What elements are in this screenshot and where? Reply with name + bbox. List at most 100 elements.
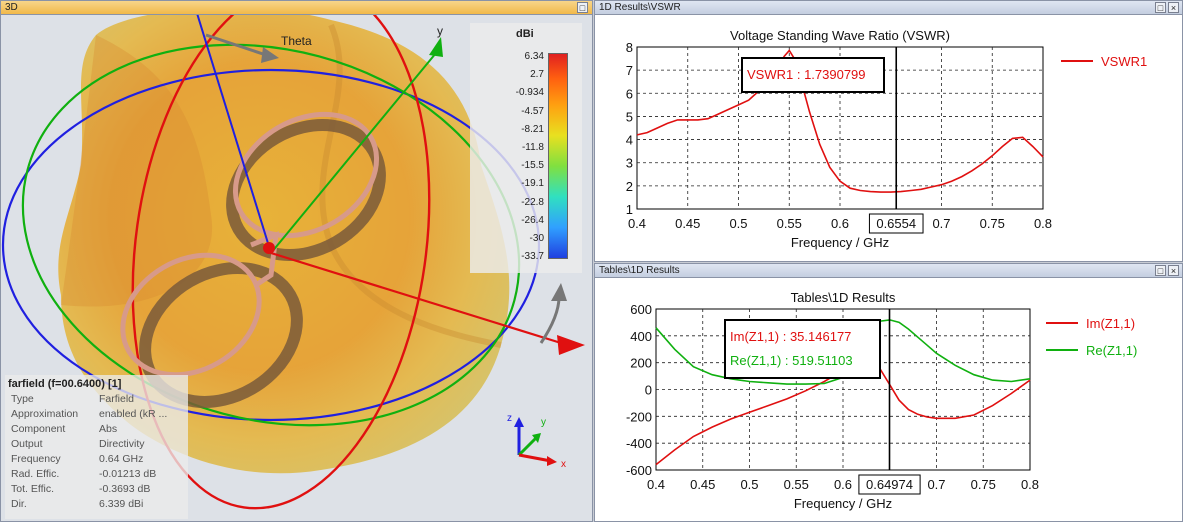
info-row: Tot. Effic. -0.3693 dB <box>5 482 188 497</box>
info-row: Rad. Effic. -0.01213 dB <box>5 467 188 482</box>
scale-tick-label: -19.1 <box>521 178 544 190</box>
y-tick-label: 5 <box>626 109 633 124</box>
info-value: Farfield <box>99 393 135 405</box>
maximize-icon[interactable]: □ <box>1155 2 1166 13</box>
info-value: -0.3693 dB <box>99 483 151 495</box>
x-tick-label: 0.6 <box>834 477 852 492</box>
info-row: Output Directivity <box>5 437 188 452</box>
y-tick-label: 400 <box>630 329 652 344</box>
marker-x-box <box>868 213 924 234</box>
vswr-result-pane[interactable]: 1D Results\VSWR □ × Voltage Standing Wav… <box>594 0 1183 262</box>
info-row: Type Farfield <box>5 392 188 407</box>
y-tick-label: -400 <box>626 436 652 451</box>
chart-title: Voltage Standing Wave Ratio (VSWR) <box>730 28 950 43</box>
scale-tick-label: -30 <box>529 233 544 244</box>
farfield-3d-plot[interactable]: y Theta z y x <box>1 15 593 522</box>
antenna-structure <box>120 111 386 408</box>
x-tick-label: 0.4 <box>628 216 646 231</box>
legend-label: Re(Z1,1) <box>1086 343 1137 358</box>
info-row: Dir. 6.339 dBi <box>5 497 188 512</box>
scale-tick-label: -26.4 <box>521 214 544 226</box>
axis-triad: z y x <box>507 413 566 470</box>
scale-unit: dBi <box>516 28 534 40</box>
x-axis-label: Frequency / GHz <box>791 235 889 250</box>
color-scale-legend: dBi 6.34 2.7 -0.934 -4.57 -8.21 -11.8 -15.5 -19… <box>470 23 582 273</box>
info-key: Approximation <box>11 408 79 420</box>
view-3d-pane[interactable]: 3D □ y <box>0 0 593 522</box>
info-value: Directivity <box>99 438 145 450</box>
x-tick-label: 0.4 <box>647 477 665 492</box>
close-icon[interactable]: × <box>1168 2 1179 13</box>
chart-title: Tables\1D Results <box>791 290 896 305</box>
x-tick-label: 0.55 <box>784 477 809 492</box>
scale-tick-label: -33.7 <box>521 251 544 263</box>
info-row: Component Abs <box>5 422 188 437</box>
y-tick-label: -200 <box>626 409 652 424</box>
info-value: 6.339 dBi <box>99 498 144 510</box>
y-tick-label: 0 <box>645 383 652 398</box>
legend-label: Im(Z1,1) <box>1086 316 1135 331</box>
tables-pane-title: Tables\1D Results <box>599 265 680 276</box>
y-tick-label: 600 <box>630 302 652 317</box>
marker-x-label: 0.64974 <box>866 477 913 492</box>
info-key: Type <box>11 393 34 405</box>
maximize-icon[interactable]: □ <box>1155 265 1166 276</box>
svg-text:z: z <box>507 413 512 424</box>
phi-circle-green <box>21 43 521 427</box>
marker-readout: Re(Z1,1) : 519.51103 <box>730 353 853 368</box>
y-axis-line <box>270 52 437 254</box>
view-3d-titlebar[interactable]: 3D □ <box>1 1 592 15</box>
y-tick-label: 7 <box>626 63 633 78</box>
view-3d-title: 3D <box>5 2 18 13</box>
info-value: Abs <box>99 423 118 435</box>
marker-readout: VSWR1 : 1.7390799 <box>747 67 866 82</box>
vswr-chart[interactable]: Voltage Standing Wave Ratio (VSWR) 0.4 0.4… <box>595 15 1183 262</box>
info-key: Frequency <box>11 453 61 465</box>
impedance-chart[interactable]: Tables\1D Results 0.4 0.45 0.5 0.55 0.6 0.6497… <box>595 278 1183 522</box>
x-tick-label: 0.75 <box>971 477 996 492</box>
info-key: Rad. Effic. <box>11 468 60 480</box>
x-tick-label: 0.8 <box>1034 216 1052 231</box>
tables-result-pane[interactable]: Tables\1D Results □ × Tables\1D Results 0… <box>594 263 1183 522</box>
x-tick-label: 0.5 <box>740 477 758 492</box>
vswr-titlebar[interactable]: 1D Results\VSWR □ × <box>595 1 1182 15</box>
scale-tick-label: -8.21 <box>521 123 544 135</box>
maximize-icon[interactable]: □ <box>577 2 588 13</box>
x-tick-label: 0.6 <box>831 216 849 231</box>
info-row: Approximation enabled (kR ... <box>5 407 188 422</box>
x-tick-label: 0.55 <box>777 216 802 231</box>
info-row: Frequency 0.64 GHz <box>5 452 188 467</box>
scale-tick-label: 2.7 <box>530 69 544 81</box>
radiation-pattern <box>58 15 510 474</box>
scale-tick-label: -22.8 <box>521 196 544 208</box>
info-key: Output <box>11 438 43 450</box>
scale-tick-label: -0.934 <box>515 87 544 99</box>
info-key: Tot. Effic. <box>11 483 54 495</box>
scale-tick-label: -11.8 <box>521 142 544 153</box>
info-value: 0.64 GHz <box>99 453 144 465</box>
y-tick-label: 6 <box>626 86 633 101</box>
marker-readout-box <box>741 57 885 93</box>
marker-readout: Im(Z1,1) : 35.146177 <box>730 329 851 344</box>
x-axis-line <box>270 251 562 345</box>
z-axis-line <box>196 15 272 254</box>
x-tick-label: 0.45 <box>690 477 715 492</box>
marker-readout-box <box>724 319 881 379</box>
svg-text:x: x <box>561 459 566 470</box>
y-tick-label: 4 <box>626 133 633 148</box>
y-tick-label: 1 <box>626 202 633 217</box>
y-tick-label: 8 <box>626 40 633 55</box>
close-icon[interactable]: × <box>1168 265 1179 276</box>
info-header: farfield (f=00.6400) [1] <box>8 378 122 390</box>
y-tick-label: -600 <box>626 463 652 478</box>
legend-label: VSWR1 <box>1101 54 1147 69</box>
x-tick-label: 0.7 <box>932 216 950 231</box>
tables-titlebar[interactable]: Tables\1D Results □ × <box>595 264 1182 278</box>
x-axis-label: Frequency / GHz <box>794 496 892 511</box>
x-tick-label: 0.8 <box>1021 477 1039 492</box>
marker-x-box <box>858 474 921 495</box>
x-tick-label: 0.45 <box>675 216 700 231</box>
scale-tick-label: -4.57 <box>521 105 544 117</box>
info-value: -0.01213 dB <box>99 468 157 480</box>
marker-x-label: 0.6554 <box>876 216 916 231</box>
